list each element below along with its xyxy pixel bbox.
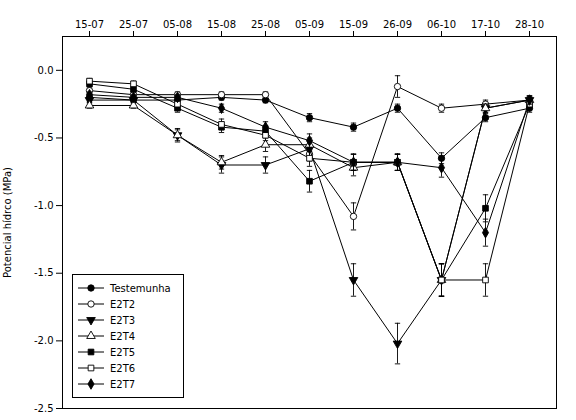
svg-text:15-07: 15-07 bbox=[75, 19, 104, 30]
svg-text:E2T4: E2T4 bbox=[110, 331, 135, 342]
svg-text:25-08: 25-08 bbox=[251, 19, 280, 30]
svg-text:15-09: 15-09 bbox=[339, 19, 368, 30]
svg-text:E2T6: E2T6 bbox=[110, 363, 135, 374]
svg-text:06-10: 06-10 bbox=[427, 19, 456, 30]
svg-text:05-08: 05-08 bbox=[163, 19, 192, 30]
svg-text:26-09: 26-09 bbox=[383, 19, 412, 30]
svg-text:05-09: 05-09 bbox=[295, 19, 324, 30]
svg-text:E2T3: E2T3 bbox=[110, 315, 135, 326]
svg-text:28-10: 28-10 bbox=[515, 19, 544, 30]
svg-text:Potencial hídrco (MPa): Potencial hídrco (MPa) bbox=[2, 167, 13, 278]
svg-text:E2T5: E2T5 bbox=[110, 347, 135, 358]
svg-text:15-08: 15-08 bbox=[207, 19, 236, 30]
svg-text:Testemunha: Testemunha bbox=[109, 283, 171, 294]
svg-text:-2.5: -2.5 bbox=[34, 403, 54, 414]
svg-text:-0.5: -0.5 bbox=[34, 132, 54, 143]
svg-text:-1.5: -1.5 bbox=[34, 267, 54, 278]
svg-text:E2T2: E2T2 bbox=[110, 299, 135, 310]
svg-text:0.0: 0.0 bbox=[38, 65, 54, 76]
svg-text:-1.0: -1.0 bbox=[34, 200, 54, 211]
svg-text:25-07: 25-07 bbox=[119, 19, 148, 30]
svg-text:17-10: 17-10 bbox=[471, 19, 500, 30]
svg-text:-2.0: -2.0 bbox=[34, 335, 54, 346]
svg-text:E2T7: E2T7 bbox=[110, 379, 135, 390]
